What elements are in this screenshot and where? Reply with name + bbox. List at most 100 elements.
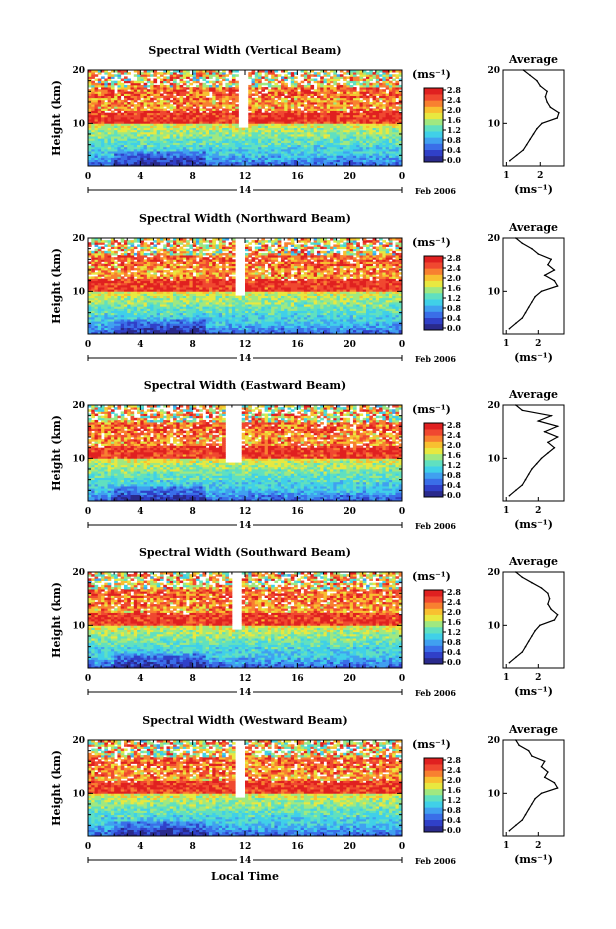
- heatmap-cell: [147, 89, 151, 92]
- heatmap-cell: [180, 85, 184, 88]
- colorbar-segment: [424, 113, 443, 119]
- heatmap-cell: [147, 111, 151, 114]
- heatmap-cell: [117, 81, 121, 84]
- heatmap-cell: [343, 72, 347, 75]
- average-x-tick-label: 1: [503, 171, 509, 181]
- heatmap-cell: [173, 106, 177, 109]
- colorbar-unit: (ms⁻¹): [412, 68, 451, 81]
- heatmap-cell: [144, 253, 148, 256]
- heatmap-cell: [186, 113, 190, 116]
- heatmap-cell: [101, 81, 105, 84]
- heatmap-cell: [131, 81, 135, 84]
- average-profile-point: [541, 123, 543, 125]
- heatmap-cell: [104, 251, 108, 254]
- heatmap-cell: [389, 74, 393, 77]
- heatmap-cell: [144, 108, 148, 111]
- heatmap-cell: [278, 81, 282, 84]
- heatmap-cell: [117, 242, 121, 245]
- heatmap-cell: [111, 74, 115, 77]
- heatmap-cells: [88, 70, 402, 166]
- heatmap-cell: [219, 72, 223, 75]
- heatmap-cell: [209, 85, 213, 88]
- heatmap-cell: [157, 85, 161, 88]
- heatmap-cell: [340, 74, 344, 77]
- heatmap-cell: [386, 93, 390, 96]
- heatmap-cell: [95, 83, 99, 86]
- heatmap-cell: [268, 79, 272, 82]
- heatmap-cell: [209, 81, 213, 84]
- chart-panel-2: Spectral Width (Northward Beam)1020Heigh…: [50, 212, 564, 364]
- heatmap-cell: [134, 104, 138, 107]
- heatmap-cell: [317, 113, 321, 116]
- heatmap-cell: [382, 89, 386, 92]
- colorbar-segment: [424, 131, 443, 137]
- heatmap-cell: [343, 76, 347, 79]
- heatmap-cell: [144, 242, 148, 245]
- heatmap-cell: [101, 279, 105, 282]
- heatmap-cell: [261, 93, 265, 96]
- heatmap-cell: [261, 87, 265, 90]
- heatmap-cell: [248, 85, 252, 88]
- heatmap-cell: [288, 76, 292, 79]
- heatmap-cell: [304, 104, 308, 107]
- heatmap-cell: [324, 85, 328, 88]
- average-profile-point: [516, 155, 518, 157]
- heatmap-cell: [199, 83, 203, 86]
- heatmap-cell: [170, 113, 174, 116]
- heatmap-cell: [209, 108, 213, 111]
- x-tick-label: 12: [239, 172, 252, 182]
- heatmap-cell: [310, 74, 314, 77]
- heatmap-cell: [114, 257, 118, 260]
- heatmap-cell: [320, 96, 324, 99]
- heatmap-cell: [108, 249, 112, 252]
- heatmap-cell: [147, 253, 151, 256]
- heatmap-cell: [131, 272, 135, 275]
- heatmap-cells: [88, 238, 402, 334]
- average-profile-point: [526, 144, 528, 146]
- heatmap-cell: [134, 279, 138, 282]
- heatmap-cell: [258, 96, 262, 99]
- heatmap-cell: [176, 98, 180, 101]
- heatmap-cell: [373, 72, 377, 75]
- x-tick-label: 4: [137, 172, 143, 182]
- average-y-tick-label: 10: [487, 119, 500, 129]
- heatmap-cell: [111, 81, 115, 84]
- heatmap-cell: [248, 72, 252, 75]
- heatmap-cell: [284, 74, 288, 77]
- heatmap-cell: [121, 100, 125, 103]
- heatmap-cell: [314, 89, 318, 92]
- heatmap-cell: [297, 83, 301, 86]
- colorbar-segment: [424, 88, 443, 94]
- heatmap-cell: [392, 74, 396, 77]
- x-tick-label: 16: [291, 172, 304, 182]
- heatmap-cell: [304, 85, 308, 88]
- heatmap-cell: [369, 102, 373, 105]
- heatmap-cell: [382, 104, 386, 107]
- heatmap-cell: [340, 85, 344, 88]
- heatmap-cell: [284, 83, 288, 86]
- heatmap-cell: [104, 244, 108, 247]
- heatmap-cell: [127, 240, 131, 243]
- heatmap-cell: [88, 261, 92, 264]
- average-profile-point: [545, 96, 547, 98]
- heatmap-cell: [104, 113, 108, 116]
- heatmap-cell: [288, 87, 292, 90]
- heatmap-cell: [392, 111, 396, 114]
- heatmap-cell: [229, 113, 233, 116]
- heatmap-cell: [206, 108, 210, 111]
- heatmap-cell: [206, 85, 210, 88]
- y-tick-label: 10: [72, 119, 85, 129]
- heatmap-cell: [216, 85, 220, 88]
- heatmap-cell: [274, 83, 278, 86]
- heatmap-cell: [183, 81, 187, 84]
- heatmap-cell: [127, 72, 131, 75]
- heatmap-cell: [389, 81, 393, 84]
- average-profile: Average10201 2(ms⁻¹): [487, 53, 564, 196]
- colorbar-segment: [424, 137, 443, 143]
- heatmap-cell: [124, 85, 128, 88]
- heatmap-cell: [111, 281, 115, 284]
- heatmap-cell: [307, 98, 311, 101]
- heatmap-cell: [301, 111, 305, 114]
- chart-title: Spectral Width (Northward Beam): [139, 212, 351, 225]
- y-tick-label: 20: [72, 66, 85, 76]
